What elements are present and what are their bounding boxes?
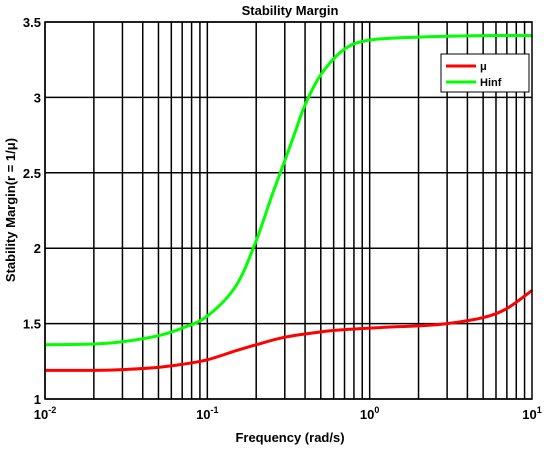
y-tick-label: 3	[34, 90, 41, 105]
y-tick-label: 2.5	[23, 166, 41, 181]
y-axis-ticks: 1 1.5 2 2.5 3 3.5	[23, 15, 41, 407]
y-tick-label: 3.5	[23, 15, 41, 30]
y-tick-label: 1	[34, 392, 41, 407]
series-group	[44, 33, 533, 372]
x-axis-label: Frequency (rad/s)	[235, 430, 344, 445]
y-tick-label: 1.5	[23, 317, 41, 332]
x-axis-ticks: 10-2 10-1 100 101	[34, 405, 542, 422]
y-tick-label: 2	[34, 241, 41, 256]
x-tick-label: 101	[522, 405, 541, 422]
chart-title: Stability Margin	[242, 3, 339, 18]
x-tick-label: 100	[360, 405, 379, 422]
legend-box	[440, 53, 530, 93]
x-tick-label: 10-1	[196, 405, 218, 422]
series-line-hinf	[44, 33, 533, 347]
series-line-mu	[44, 289, 533, 372]
plot-frame	[44, 21, 533, 400]
legend: μ Hinf	[440, 53, 530, 93]
y-axis-label: Stability Margin(r = 1/μ)	[3, 138, 18, 282]
x-tick-label: 10-2	[34, 405, 56, 422]
legend-label-mu: μ	[480, 61, 487, 73]
legend-label-hinf: Hinf	[480, 77, 502, 89]
